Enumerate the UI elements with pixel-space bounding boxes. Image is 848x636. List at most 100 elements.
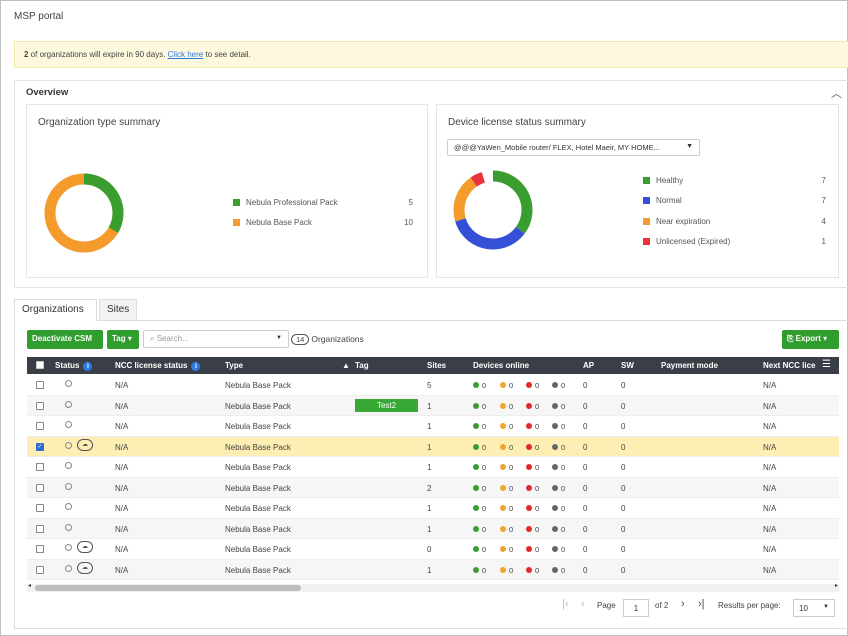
row-checkbox[interactable] — [36, 504, 44, 512]
site-select-dropdown[interactable]: @@@YaWen_Mobile router/ FLEX, Hotel Maei… — [447, 139, 700, 156]
device-status-count: 0 — [473, 504, 486, 513]
status-dot-icon — [500, 382, 506, 388]
deactivate-csm-button[interactable]: Deactivate CSM — [27, 330, 103, 349]
device-status-count: 0 — [526, 566, 539, 575]
status-dot-icon — [526, 402, 532, 409]
info-icon[interactable]: i — [191, 362, 201, 371]
table-row[interactable]: N/A Nebula Base Pack Test2 1 0 0 0 0 0 0 N/A — [27, 395, 839, 416]
device-status-count: 0 — [526, 545, 539, 554]
column-header-sw[interactable]: SW — [621, 361, 634, 370]
next-ncc-license-cell: N/A — [763, 442, 777, 452]
row-checkbox[interactable] — [36, 565, 44, 574]
results-per-page-label: Results per page: — [718, 601, 781, 610]
row-checkbox[interactable] — [36, 483, 44, 492]
row-checkbox[interactable] — [36, 524, 44, 533]
sort-ascending-icon: ▲ — [342, 361, 350, 370]
status-dot-icon — [552, 423, 558, 429]
row-checkbox[interactable] — [36, 463, 44, 471]
table-row[interactable]: N/A Nebula Base Pack 1 0 0 0 0 0 0 N/A — [27, 498, 839, 519]
legend-count: 1 — [821, 237, 826, 246]
scrollbar-thumb[interactable] — [35, 585, 301, 591]
device-status-count: 0 — [473, 484, 486, 493]
tag-button[interactable]: Tag ▾ — [107, 330, 139, 349]
cloud-icon: ☁ — [77, 438, 93, 451]
info-icon[interactable]: i — [83, 362, 93, 371]
next-ncc-license-cell: N/A — [763, 565, 777, 575]
column-header-tag[interactable]: Tag — [355, 361, 369, 370]
horizontal-scrollbar[interactable]: ◂ ▸ — [27, 583, 839, 592]
row-checkbox[interactable] — [36, 401, 44, 410]
next-ncc-license-cell: N/A — [763, 401, 777, 411]
table-row[interactable]: N/A Nebula Base Pack 1 0 0 0 0 0 0 N/A — [27, 416, 839, 437]
device-count-value: 0 — [561, 463, 566, 472]
device-status-count: 0 — [552, 484, 565, 493]
column-chooser-icon[interactable]: ☰ — [822, 359, 831, 370]
legend-count: 4 — [821, 217, 826, 226]
next-ncc-license-cell: N/A — [763, 422, 777, 431]
sites-cell: 5 — [427, 381, 432, 390]
row-checkbox[interactable]: ✓ — [36, 442, 44, 451]
status-dot-icon — [526, 423, 532, 429]
select-all-checkbox[interactable] — [36, 361, 44, 369]
page-title: MSP portal — [14, 11, 64, 22]
table-row[interactable]: ✓ ☁ N/A Nebula Base Pack 1 0 0 0 0 0 0 N/A — [27, 436, 839, 457]
sw-cell: 0 — [621, 401, 626, 411]
sites-cell: 1 — [427, 401, 432, 411]
device-count-value: 0 — [509, 483, 514, 493]
last-page-icon[interactable]: ›| — [698, 598, 705, 610]
search-input[interactable]: ⌕ Search... ▼ — [143, 330, 289, 348]
column-header-payment-mode[interactable]: Payment mode — [661, 361, 718, 370]
device-status-count: 0 — [473, 381, 486, 390]
legend-swatch — [233, 199, 240, 206]
column-label: Status — [55, 361, 80, 370]
caret-down-icon[interactable]: ▼ — [276, 335, 282, 341]
device-status-count: 0 — [500, 422, 513, 431]
page-number-input[interactable]: 1 — [623, 599, 649, 617]
row-checkbox[interactable] — [36, 381, 44, 389]
results-per-page-select[interactable]: 10 ▼ — [793, 599, 835, 617]
legend-count: 7 — [821, 176, 826, 185]
next-page-icon[interactable]: › — [681, 598, 685, 610]
legend-item-normal: Normal 7 — [643, 196, 826, 205]
table-row[interactable]: ☁ N/A Nebula Base Pack 0 0 0 0 0 0 0 N/A — [27, 539, 839, 560]
first-page-icon[interactable]: |‹ — [562, 598, 569, 610]
banner-detail-link[interactable]: Click here — [167, 50, 204, 59]
scroll-left-icon[interactable]: ◂ — [28, 583, 32, 589]
export-button[interactable]: ⎘ Export ▾ — [782, 330, 839, 349]
ncc-license-cell: N/A — [115, 545, 129, 554]
export-icon: ⎘ — [787, 334, 796, 343]
column-header-ap[interactable]: AP — [583, 361, 595, 370]
device-status-count: 0 — [552, 463, 565, 472]
column-header-type[interactable]: Type — [225, 361, 244, 370]
tab-organizations[interactable]: Organizations — [14, 299, 97, 321]
table-row[interactable]: ☁ N/A Nebula Base Pack 1 0 0 0 0 0 0 N/A — [27, 559, 839, 580]
device-status-count: 0 — [473, 525, 486, 534]
table-row[interactable]: N/A Nebula Base Pack 2 0 0 0 0 0 0 N/A — [27, 477, 839, 498]
type-cell: Nebula Base Pack — [225, 565, 291, 575]
chevron-up-icon[interactable]: ︿ — [831, 88, 842, 100]
scroll-right-icon[interactable]: ▸ — [834, 583, 838, 589]
ap-cell: 0 — [583, 545, 588, 554]
status-dot-icon — [500, 423, 506, 429]
device-status-count: 0 — [473, 422, 486, 431]
tag-chip[interactable]: Test2 — [355, 398, 418, 412]
table-row[interactable]: N/A Nebula Base Pack 1 0 0 0 0 0 0 N/A — [27, 457, 839, 478]
table-row[interactable]: N/A Nebula Base Pack 5 0 0 0 0 0 0 N/A — [27, 375, 839, 396]
column-header-devices-online[interactable]: Devices online — [473, 361, 530, 370]
status-dot-icon — [500, 505, 506, 511]
row-checkbox[interactable] — [36, 422, 44, 430]
device-count-value: 0 — [482, 483, 487, 493]
prev-page-icon[interactable]: ‹ — [581, 598, 585, 610]
column-header-ncc-license[interactable]: NCC license status i — [115, 361, 201, 371]
device-count-value: 0 — [535, 401, 540, 411]
table-row[interactable]: N/A Nebula Base Pack 1 0 0 0 0 0 0 N/A — [27, 518, 839, 539]
column-header-sites[interactable]: Sites — [427, 361, 447, 370]
tab-sites[interactable]: Sites — [99, 299, 137, 321]
ncc-license-cell: N/A — [115, 401, 129, 411]
column-header-status[interactable]: Status i — [55, 361, 93, 371]
column-header-next-ncc-license[interactable]: Next NCC lice — [763, 361, 816, 370]
device-count-value: 0 — [509, 463, 514, 472]
device-count-value: 0 — [561, 565, 566, 575]
row-checkbox[interactable] — [36, 545, 44, 553]
column-label: NCC license status — [115, 361, 188, 370]
